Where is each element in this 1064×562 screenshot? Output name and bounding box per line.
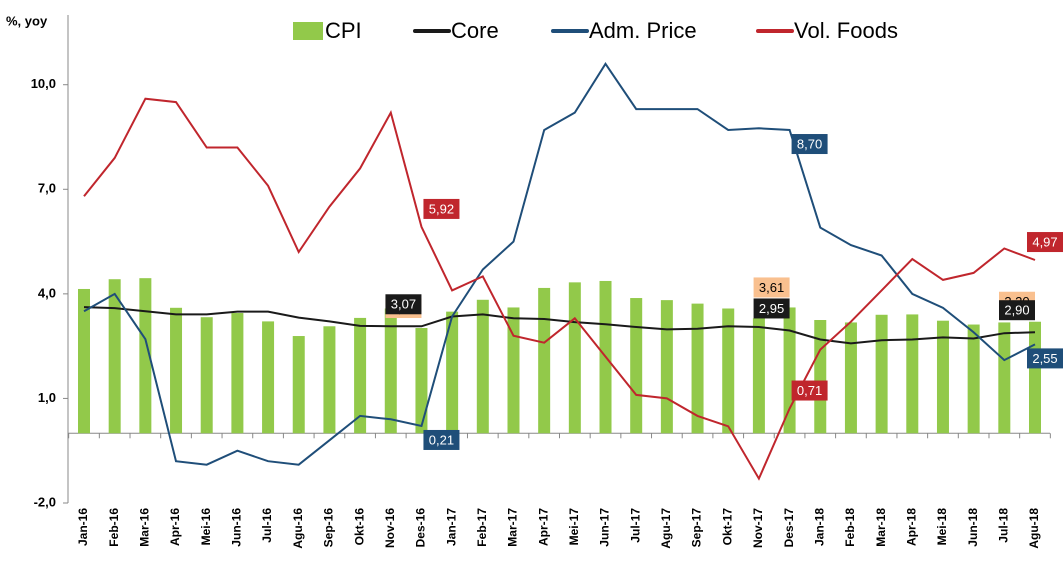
bar: [507, 307, 520, 434]
bar: [875, 314, 888, 434]
bar: [936, 320, 949, 434]
y-tick-label: 4,0: [38, 285, 56, 300]
data-label-box: [1027, 232, 1063, 253]
x-tick-label: Apr-17: [536, 508, 550, 546]
x-tick-label: Mar-17: [506, 508, 520, 547]
x-tick-label: Agu-18: [1027, 508, 1041, 549]
data-label-box: [385, 294, 422, 315]
line: [83, 61, 1036, 466]
x-tick-label: Feb-16: [107, 508, 121, 547]
x-tick-label: Mei-17: [567, 508, 581, 546]
x-tick-label: Agu-17: [659, 508, 673, 549]
x-tick-label: Nov-17: [751, 508, 765, 548]
bar: [384, 308, 397, 434]
bar: [660, 300, 673, 434]
bar: [354, 317, 367, 434]
x-tick-label: Jun-17: [598, 508, 612, 547]
x-tick-label: Apr-16: [168, 508, 182, 546]
x-tick-label: Okt-17: [720, 508, 734, 546]
x-tick-label: Mar-18: [874, 508, 888, 547]
x-tick-label: Des-16: [414, 508, 428, 548]
x-tick-label: Des-17: [782, 508, 796, 548]
bar: [231, 313, 244, 434]
bar: [568, 282, 581, 434]
data-label-box: [753, 298, 790, 319]
bar: [292, 336, 305, 434]
bar: [323, 326, 336, 434]
bar: [814, 320, 827, 434]
x-tick-label: Apr-18: [904, 508, 918, 546]
legend-label: CPI: [325, 18, 362, 43]
line: [83, 97, 1036, 481]
x-tick-label: Sep-16: [322, 508, 336, 548]
bar: [538, 287, 551, 434]
data-label: 3,07: [391, 297, 416, 312]
data-label: 2,90: [1004, 303, 1029, 318]
x-tick-label: Mar-16: [138, 508, 152, 547]
x-tick-label: Jul-18: [996, 508, 1010, 543]
x-tick-label: Jan-18: [812, 508, 826, 546]
data-label-box: [791, 134, 828, 155]
data-label-box: [423, 198, 460, 219]
data-label-box: [999, 300, 1035, 321]
x-tick-label: Jun-18: [966, 508, 980, 547]
bar: [967, 324, 980, 434]
x-tick-label: Jan-16: [76, 508, 90, 546]
bar: [844, 322, 857, 434]
bar: [752, 318, 765, 434]
bar: [170, 307, 183, 434]
data-label-box: [1027, 348, 1063, 369]
bar: [906, 314, 919, 434]
data-label: 0,21: [429, 432, 454, 447]
data-label-box: [753, 277, 790, 298]
x-tick-label: Mei-18: [935, 508, 949, 546]
x-tick-label: Feb-18: [843, 508, 857, 547]
x-tick-label: Nov-16: [383, 508, 397, 548]
data-label: 4,97: [1032, 234, 1057, 249]
bar: [783, 307, 796, 434]
data-label: 2,55: [1032, 351, 1057, 366]
x-tick-label: Okt-16: [352, 508, 366, 546]
bar: [722, 308, 735, 434]
data-label-box: [791, 380, 828, 401]
y-tick-label: 10,0: [31, 76, 56, 91]
bar: [1029, 321, 1041, 434]
legend-swatch: [293, 22, 323, 40]
bar: [630, 298, 643, 434]
line: [83, 306, 1036, 345]
legend-label: Adm. Price: [589, 18, 697, 43]
bar: [415, 328, 428, 434]
bar: [262, 321, 275, 434]
bar: [78, 288, 90, 434]
data-label: 0,71: [797, 383, 822, 398]
bar: [108, 279, 121, 434]
bar: [200, 317, 213, 434]
bar: [691, 303, 704, 434]
y-tick-label: -2,0: [34, 494, 56, 509]
x-tick-label: Agu-16: [291, 508, 305, 549]
bar: [446, 311, 459, 434]
data-label: 5,92: [429, 201, 454, 216]
x-tick-label: Feb-17: [475, 508, 489, 547]
y-tick-label: 1,0: [38, 390, 56, 405]
y-axis-label: %, yoy: [6, 13, 48, 28]
data-label: 3,61: [759, 280, 784, 295]
legend-label: Core: [451, 18, 499, 43]
x-tick-label: Jan-17: [444, 508, 458, 546]
x-tick-label: Jul-16: [260, 508, 274, 543]
data-label: 8,70: [797, 136, 822, 151]
bar: [476, 299, 489, 434]
legend-label: Vol. Foods: [794, 18, 898, 43]
bar: [139, 278, 152, 434]
y-tick-label: 7,0: [38, 181, 56, 196]
x-tick-label: Jun-16: [230, 508, 244, 547]
data-label-box: [423, 429, 460, 450]
x-tick-label: Sep-17: [690, 508, 704, 548]
x-tick-label: Jul-17: [628, 508, 642, 543]
data-label: 2,95: [759, 301, 784, 316]
x-tick-label: Mei-16: [199, 508, 213, 546]
bar: [998, 322, 1011, 434]
